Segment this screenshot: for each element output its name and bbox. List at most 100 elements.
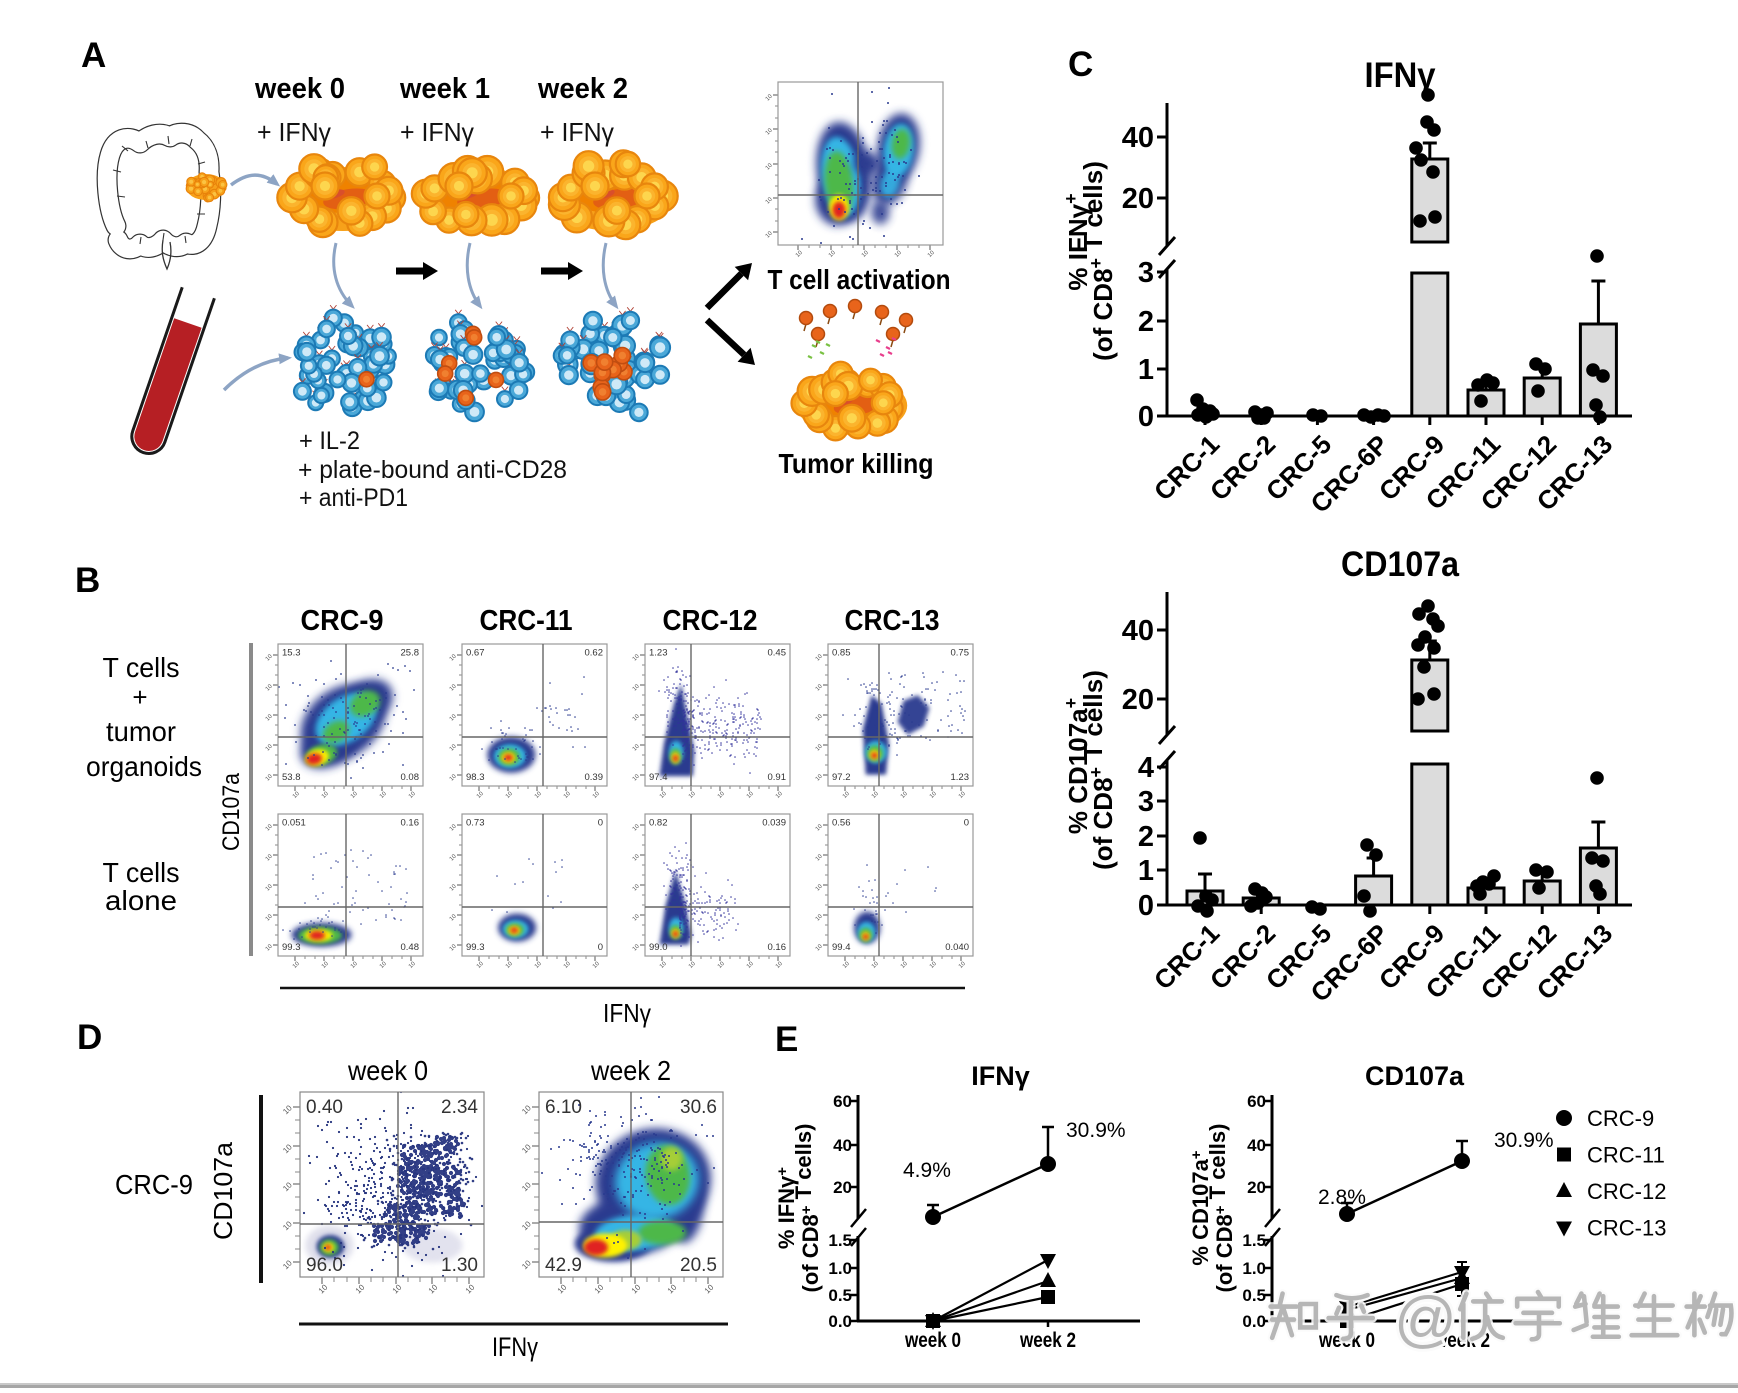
svg-text:10: 10: [815, 743, 824, 752]
svg-text:60: 60: [833, 1092, 852, 1111]
svg-text:0.40: 0.40: [306, 1097, 343, 1118]
svg-text:10: 10: [592, 960, 601, 969]
svg-text:CRC-9: CRC-9: [1587, 1106, 1654, 1131]
svg-text:alone: alone: [105, 885, 177, 916]
svg-text:10: 10: [632, 713, 641, 722]
svg-text:CD107a: CD107a: [1365, 1061, 1465, 1091]
svg-text:% IFNγ+: % IFNγ+: [774, 1167, 799, 1249]
svg-text:20: 20: [1247, 1178, 1266, 1197]
svg-text:10: 10: [717, 960, 726, 969]
svg-text:D: D: [77, 1018, 102, 1057]
svg-text:T cells: T cells: [103, 857, 180, 888]
svg-text:10: 10: [775, 960, 784, 969]
svg-text:10: 10: [632, 883, 641, 892]
svg-text:CD107a: CD107a: [208, 1141, 238, 1240]
svg-text:60: 60: [1247, 1092, 1266, 1111]
svg-text:+ IFNγ: + IFNγ: [540, 117, 614, 147]
svg-text:+: +: [132, 682, 147, 712]
svg-text:10: 10: [563, 960, 572, 969]
svg-text:3: 3: [1138, 786, 1154, 818]
svg-text:week 2: week 2: [537, 73, 628, 105]
svg-text:CRC-9: CRC-9: [115, 1169, 193, 1200]
svg-text:97.4: 97.4: [649, 772, 668, 783]
svg-text:2: 2: [1138, 306, 1154, 338]
svg-text:4.9%: 4.9%: [903, 1159, 951, 1182]
svg-text:10: 10: [688, 790, 697, 799]
svg-text:10: 10: [659, 960, 668, 969]
svg-text:10: 10: [815, 683, 824, 692]
svg-text:0.73: 0.73: [466, 818, 485, 829]
svg-text:10: 10: [350, 960, 359, 969]
svg-text:B: B: [75, 561, 100, 600]
svg-text:2.34: 2.34: [441, 1097, 478, 1118]
svg-text:99.3: 99.3: [282, 942, 301, 953]
svg-text:10: 10: [265, 943, 274, 952]
svg-text:1.30: 1.30: [441, 1255, 478, 1276]
svg-text:53.8: 53.8: [282, 772, 301, 783]
svg-text:+ anti-PD1: + anti-PD1: [299, 484, 408, 512]
svg-text:0.040: 0.040: [945, 942, 969, 953]
svg-text:10: 10: [815, 773, 824, 782]
svg-text:10: 10: [449, 773, 458, 782]
svg-text:10: 10: [894, 249, 903, 258]
svg-text:10: 10: [815, 823, 824, 832]
svg-text:10: 10: [449, 713, 458, 722]
svg-text:10: 10: [765, 127, 774, 136]
svg-text:week 0: week 0: [254, 73, 345, 105]
svg-text:10: 10: [815, 913, 824, 922]
svg-text:10: 10: [632, 853, 641, 862]
svg-text:20: 20: [1122, 684, 1154, 716]
svg-text:10: 10: [861, 249, 870, 258]
svg-text:10: 10: [292, 790, 301, 799]
svg-text:99.0: 99.0: [649, 942, 668, 953]
svg-text:10: 10: [632, 743, 641, 752]
svg-text:10: 10: [765, 230, 774, 239]
svg-text:0.16: 0.16: [768, 942, 787, 953]
svg-text:0.5: 0.5: [828, 1286, 852, 1305]
svg-text:week 0: week 0: [904, 1329, 961, 1352]
svg-text:week 0: week 0: [347, 1055, 428, 1086]
svg-text:0.08: 0.08: [401, 772, 420, 783]
svg-text:CD107a: CD107a: [1341, 545, 1459, 584]
svg-text:10: 10: [871, 960, 880, 969]
svg-text:Tumor killing: Tumor killing: [779, 448, 934, 479]
svg-text:CRC-11: CRC-11: [480, 605, 573, 637]
svg-text:1: 1: [1138, 855, 1154, 887]
svg-text:10: 10: [505, 960, 514, 969]
svg-text:10: 10: [350, 790, 359, 799]
svg-text:0: 0: [598, 818, 603, 829]
svg-text:40: 40: [1122, 122, 1154, 154]
svg-text:+ plate-bound anti-CD28: + plate-bound anti-CD28: [298, 456, 567, 484]
svg-text:CRC-11: CRC-11: [1587, 1143, 1665, 1168]
svg-text:10: 10: [632, 943, 641, 952]
svg-text:0.67: 0.67: [466, 648, 485, 659]
svg-text:15.3: 15.3: [282, 648, 301, 659]
svg-text:10: 10: [563, 790, 572, 799]
svg-text:10: 10: [842, 960, 851, 969]
svg-text:+ IFNγ: + IFNγ: [400, 117, 474, 147]
svg-text:10: 10: [265, 713, 274, 722]
svg-text:40: 40: [1247, 1136, 1266, 1155]
svg-text:10: 10: [292, 960, 301, 969]
svg-text:0: 0: [1138, 890, 1154, 922]
svg-text:10: 10: [927, 249, 936, 258]
svg-text:20: 20: [1122, 183, 1154, 215]
svg-text:1.5: 1.5: [828, 1231, 852, 1250]
svg-text:C: C: [1068, 45, 1093, 84]
svg-text:10: 10: [659, 790, 668, 799]
svg-text:10: 10: [871, 790, 880, 799]
svg-text:10: 10: [449, 883, 458, 892]
svg-text:10: 10: [379, 960, 388, 969]
svg-text:IFNγ: IFNγ: [971, 1061, 1030, 1091]
svg-text:10: 10: [476, 790, 485, 799]
svg-text:10: 10: [632, 683, 641, 692]
svg-text:CRC-13: CRC-13: [1587, 1216, 1666, 1241]
svg-text:10: 10: [265, 913, 274, 922]
svg-text:1: 1: [1138, 354, 1154, 386]
svg-text:10: 10: [408, 960, 417, 969]
svg-text:0.85: 0.85: [832, 648, 851, 659]
svg-text:tumor: tumor: [106, 716, 176, 747]
svg-text:40: 40: [1122, 615, 1154, 647]
svg-text:10: 10: [746, 790, 755, 799]
svg-text:% IFNγ+: % IFNγ+: [1061, 193, 1093, 290]
